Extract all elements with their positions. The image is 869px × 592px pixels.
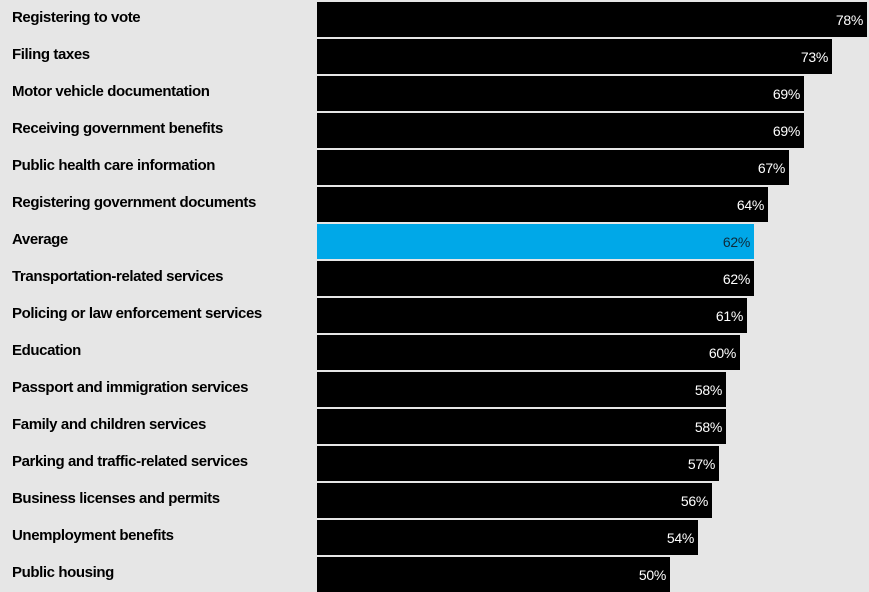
bar-value-label: 57% bbox=[687, 456, 715, 472]
bar bbox=[317, 187, 768, 222]
bar-value-label: 64% bbox=[736, 197, 764, 213]
bar-value-label: 78% bbox=[835, 12, 863, 28]
bar-value-label: 60% bbox=[708, 345, 736, 361]
bar bbox=[317, 335, 740, 370]
bar-value-label: 62% bbox=[722, 234, 750, 250]
bar-value-label: 62% bbox=[722, 271, 750, 287]
category-label: Public housing bbox=[12, 564, 114, 581]
category-label: Family and children services bbox=[12, 416, 206, 433]
bar-value-label: 54% bbox=[666, 530, 694, 546]
bar bbox=[317, 39, 832, 74]
bar-value-label: 50% bbox=[638, 567, 666, 583]
bar bbox=[317, 557, 670, 592]
bar-value-label: 67% bbox=[757, 160, 785, 176]
category-label: Passport and immigration services bbox=[12, 379, 249, 396]
bar-value-label: 69% bbox=[772, 86, 800, 102]
bar bbox=[317, 483, 712, 518]
bar bbox=[317, 409, 726, 444]
category-label: Public health care information bbox=[12, 157, 216, 174]
bar-value-label: 73% bbox=[800, 49, 828, 65]
category-label: Registering to vote bbox=[12, 9, 141, 26]
bar bbox=[317, 2, 867, 37]
bar-value-label: 58% bbox=[694, 419, 722, 435]
category-label: Education bbox=[12, 342, 81, 359]
bar bbox=[317, 372, 726, 407]
bar bbox=[317, 520, 698, 555]
bar bbox=[317, 113, 804, 148]
bar bbox=[317, 150, 789, 185]
bar-highlight bbox=[317, 224, 754, 259]
category-label: Policing or law enforcement services bbox=[12, 305, 262, 322]
category-label: Receiving government benefits bbox=[12, 120, 223, 137]
category-label: Business licenses and permits bbox=[12, 490, 220, 507]
category-label: Transportation-related services bbox=[12, 268, 224, 285]
bar-value-label: 58% bbox=[694, 382, 722, 398]
category-label: Unemployment benefits bbox=[12, 527, 174, 544]
bar bbox=[317, 76, 804, 111]
category-label: Filing taxes bbox=[12, 46, 90, 63]
bar bbox=[317, 298, 747, 333]
bar-value-label: 69% bbox=[772, 123, 800, 139]
bar-value-label: 56% bbox=[680, 493, 708, 509]
bar-value-label: 61% bbox=[715, 308, 743, 324]
category-label: Average bbox=[12, 231, 68, 248]
category-label: Registering government documents bbox=[12, 194, 256, 211]
bar bbox=[317, 261, 754, 296]
bar bbox=[317, 446, 719, 481]
category-label: Motor vehicle documentation bbox=[12, 83, 210, 100]
category-label: Parking and traffic-related services bbox=[12, 453, 248, 470]
